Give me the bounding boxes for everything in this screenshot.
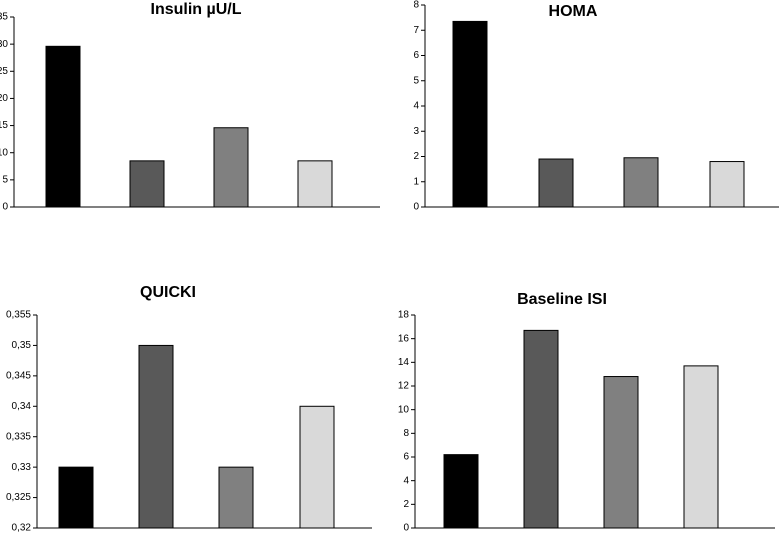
y-tick-label: 16: [398, 333, 410, 344]
bar: [709, 161, 745, 208]
y-tick-label: 12: [398, 381, 410, 392]
y-tick-label: 0,35: [12, 340, 32, 351]
y-tick-label: 10: [398, 404, 410, 415]
bar: [623, 157, 659, 208]
y-tick-label: 0,355: [6, 310, 31, 321]
y-tick-label: 7: [413, 25, 419, 36]
bar: [538, 158, 574, 208]
bar: [45, 45, 81, 208]
y-tick-label: 0: [403, 523, 409, 533]
y-tick-label: 6: [403, 452, 409, 463]
y-tick-label: 10: [0, 147, 8, 158]
y-tick-label: 25: [0, 66, 8, 77]
y-tick-label: 4: [413, 101, 419, 112]
y-tick-label: 0,34: [12, 401, 32, 412]
y-tick-label: 5: [413, 75, 419, 86]
y-tick-label: 20: [0, 93, 8, 104]
y-tick-label: 2: [413, 151, 419, 162]
chart-title: QUICKI: [140, 284, 196, 301]
y-tick-label: 0,325: [6, 492, 31, 503]
y-tick-label: 0,32: [12, 523, 32, 533]
y-tick-label: 2: [403, 499, 409, 510]
chart-title: Baseline ISI: [517, 291, 607, 308]
y-tick-label: 3: [413, 126, 419, 137]
bar: [297, 160, 333, 208]
bar: [58, 466, 94, 529]
y-tick-label: 0,335: [6, 431, 31, 442]
y-tick-label: 18: [398, 310, 410, 321]
y-tick-label: 6: [413, 50, 419, 61]
y-tick-label: 35: [0, 12, 8, 23]
y-tick-label: 0: [2, 202, 8, 213]
bar: [138, 344, 174, 529]
y-tick-label: 8: [403, 428, 409, 439]
bar: [218, 466, 254, 529]
y-tick-label: 0: [413, 202, 419, 213]
bar: [213, 127, 249, 208]
chart-title: HOMA: [549, 3, 598, 20]
y-tick-label: 0,33: [12, 462, 32, 473]
bar: [603, 376, 639, 529]
y-tick-label: 8: [413, 0, 419, 11]
bar: [523, 329, 559, 529]
y-tick-label: 0,345: [6, 370, 31, 381]
y-tick-label: 4: [403, 475, 409, 486]
bar: [452, 20, 488, 208]
y-tick-label: 15: [0, 120, 8, 131]
bar: [443, 454, 479, 529]
y-tick-label: 1: [413, 176, 419, 187]
bar: [129, 160, 165, 208]
y-tick-label: 30: [0, 39, 8, 50]
chart-title: Insulin µU/L: [151, 1, 242, 18]
bar: [683, 365, 719, 529]
y-tick-label: 14: [398, 357, 410, 368]
y-tick-label: 5: [2, 174, 8, 185]
bar: [299, 405, 335, 529]
